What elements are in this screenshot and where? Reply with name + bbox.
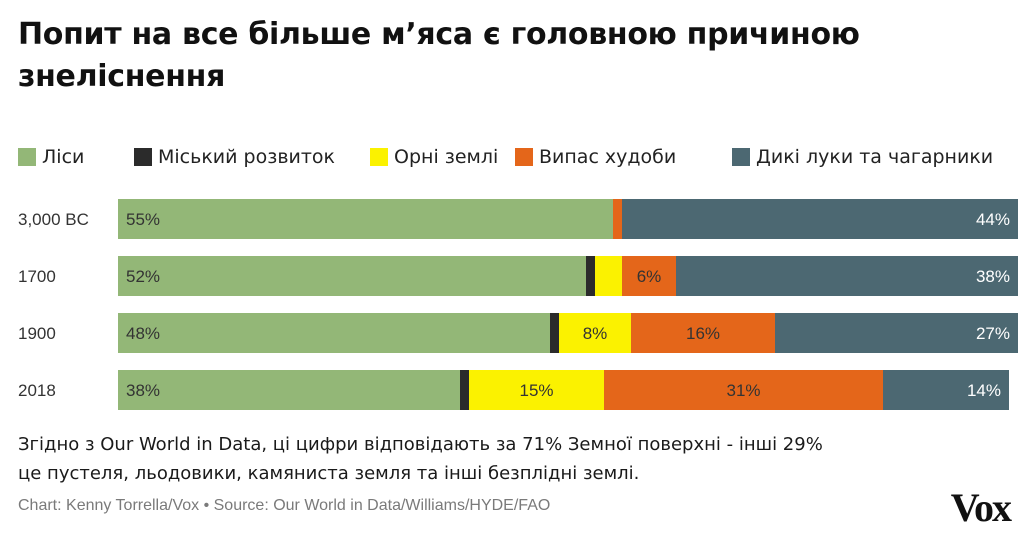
bar-segment-2018-s4	[883, 370, 1009, 410]
legend-item-cropland: Орні землі	[370, 146, 498, 168]
bar-segment-1900-s0	[118, 313, 550, 353]
data-label-2018-s0: 38%	[126, 381, 160, 400]
data-label-1900-s4: 27%	[976, 324, 1010, 343]
legend-item-grazing: Випас худоби	[515, 146, 676, 168]
legend-item-forests: Ліси	[18, 146, 84, 168]
legend-swatch-forests	[18, 148, 36, 166]
legend-item-wild-grasslands: Дикі луки та чагарники	[732, 146, 993, 168]
legend-swatch-urban	[134, 148, 152, 166]
data-label-3-000-bc-s4: 44%	[976, 210, 1010, 229]
legend-label-cropland: Орні землі	[394, 146, 499, 168]
legend: Ліси Міський розвиток Орні землі Випас х…	[18, 146, 1018, 174]
data-label-3-000-bc-s0: 55%	[126, 210, 160, 229]
category-label-3-000-bc: 3,000 BC	[18, 210, 89, 229]
bar-segment-1700-s1	[586, 256, 595, 296]
legend-swatch-grazing	[515, 148, 533, 166]
bar-segment-2018-s0	[118, 370, 460, 410]
data-label-2018-s4: 14%	[967, 381, 1001, 400]
source-credit: Chart: Kenny Torrella/Vox • Source: Our …	[18, 497, 551, 514]
legend-label-grazing: Випас худоби	[539, 146, 677, 168]
category-label-2018: 2018	[18, 381, 56, 400]
data-label-1700-s3: 6%	[637, 267, 662, 286]
data-label-2018-s2: 15%	[519, 381, 553, 400]
bar-segment-2018-s1	[460, 370, 469, 410]
bar-segment-1900-s1	[550, 313, 559, 353]
footnote-line-1: Згідно з Our World in Data, ці цифри від…	[18, 434, 823, 455]
category-label-1700: 1700	[18, 267, 56, 286]
vox-logo: Vox	[950, 485, 1012, 530]
bar-segment-2018-s3	[604, 370, 883, 410]
chart-title: Попит на все більше м’яса є головною при…	[18, 17, 860, 94]
bar-segment-1700-s3	[622, 256, 676, 296]
bar-segment-1700-s0	[118, 256, 586, 296]
bar-segment-1900-s2	[559, 313, 631, 353]
footnote-line-2: це пустеля, льодовики, камяниста земля т…	[18, 463, 640, 484]
bar-segment-1700-s2	[595, 256, 622, 296]
bar-segment-1900-s3	[631, 313, 775, 353]
legend-label-forests: Ліси	[42, 146, 85, 168]
data-label-2018-s3: 31%	[726, 381, 760, 400]
bar-segment-3-000-bc-s0	[118, 199, 613, 239]
stacked-bar-chart: 3,000 BC 55% 44% 1700 52% 6% 38% 1900 48% 8% 16% 27…	[18, 199, 1018, 410]
legend-swatch-cropland	[370, 148, 388, 166]
data-label-1900-s0: 48%	[126, 324, 160, 343]
legend-label-urban: Міський розвиток	[158, 146, 336, 168]
legend-label-wild-grasslands: Дикі луки та чагарники	[756, 146, 994, 168]
legend-swatch-wild-grasslands	[732, 148, 750, 166]
bar-segment-3-000-bc-s4	[622, 199, 1018, 239]
data-label-1700-s4: 38%	[976, 267, 1010, 286]
data-label-1700-s0: 52%	[126, 267, 160, 286]
data-label-1900-s2: 8%	[583, 324, 608, 343]
bar-segment-1900-s4	[775, 313, 1018, 353]
legend-item-urban: Міський розвиток	[134, 146, 335, 168]
data-label-1900-s3: 16%	[686, 324, 720, 343]
footnote: Згідно з Our World in Data, ці цифри від…	[18, 430, 978, 488]
bar-segment-2018-s2	[469, 370, 604, 410]
bar-segment-3-000-bc-s3	[613, 199, 622, 239]
bar-segment-1700-s4	[676, 256, 1018, 296]
category-label-1900: 1900	[18, 324, 56, 343]
